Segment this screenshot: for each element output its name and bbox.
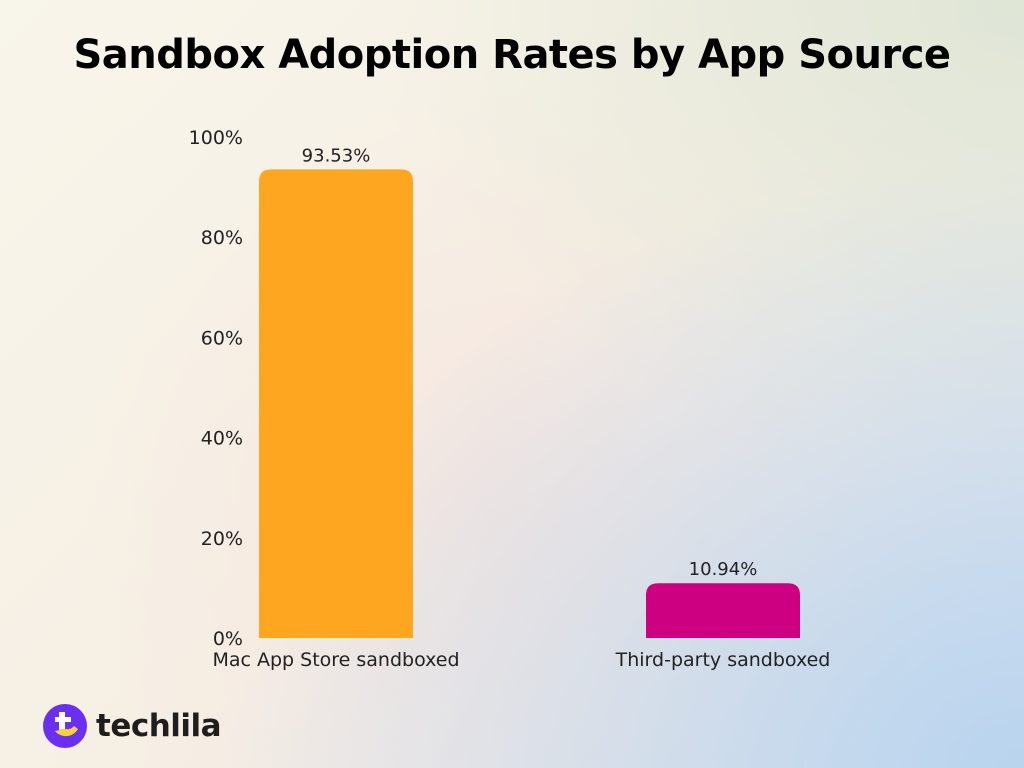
techlila-logo: techlila: [42, 703, 222, 749]
bar: [259, 169, 413, 638]
x-tick-label: Third-party sandboxed: [615, 649, 831, 671]
data-label: 10.94%: [689, 559, 758, 580]
y-tick-label: 40%: [201, 428, 243, 450]
chart-title: Sandbox Adoption Rates by App Source: [73, 32, 951, 78]
data-label: 93.53%: [302, 145, 371, 166]
techlila-logo-icon: [43, 704, 87, 748]
techlila-logo-text: techlila: [96, 708, 222, 744]
y-tick-label: 0%: [213, 628, 243, 650]
y-tick-label: 100%: [189, 127, 243, 149]
y-tick-label: 60%: [201, 327, 243, 349]
bar: [646, 583, 800, 638]
x-tick-label: Mac App Store sandboxed: [212, 649, 459, 671]
y-tick-label: 80%: [201, 227, 243, 249]
y-tick-label: 20%: [201, 528, 243, 550]
